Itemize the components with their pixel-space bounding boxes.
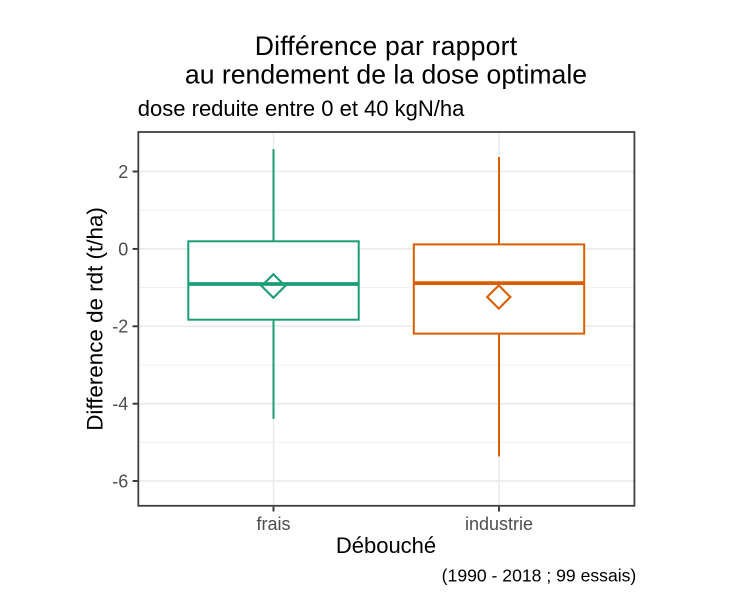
svg-text:frais: frais — [256, 514, 290, 534]
svg-text:au rendement de la dose optima: au rendement de la dose optimale — [185, 59, 587, 89]
svg-text:Différence par rapport: Différence par rapport — [255, 31, 518, 61]
svg-text:industrie: industrie — [465, 514, 533, 534]
svg-text:Difference de rdt (t/ha): Difference de rdt (t/ha) — [83, 207, 108, 431]
svg-text:-4: -4 — [112, 394, 128, 414]
svg-text:dose reduite entre 0 et 40 kgN: dose reduite entre 0 et 40 kgN/ha — [138, 96, 465, 121]
svg-text:(1990 - 2018 ; 99 essais): (1990 - 2018 ; 99 essais) — [442, 565, 637, 585]
svg-text:-6: -6 — [112, 471, 128, 491]
svg-text:0: 0 — [118, 239, 128, 259]
svg-text:-2: -2 — [112, 317, 128, 337]
svg-text:2: 2 — [118, 162, 128, 182]
svg-text:Débouché: Débouché — [336, 533, 436, 558]
